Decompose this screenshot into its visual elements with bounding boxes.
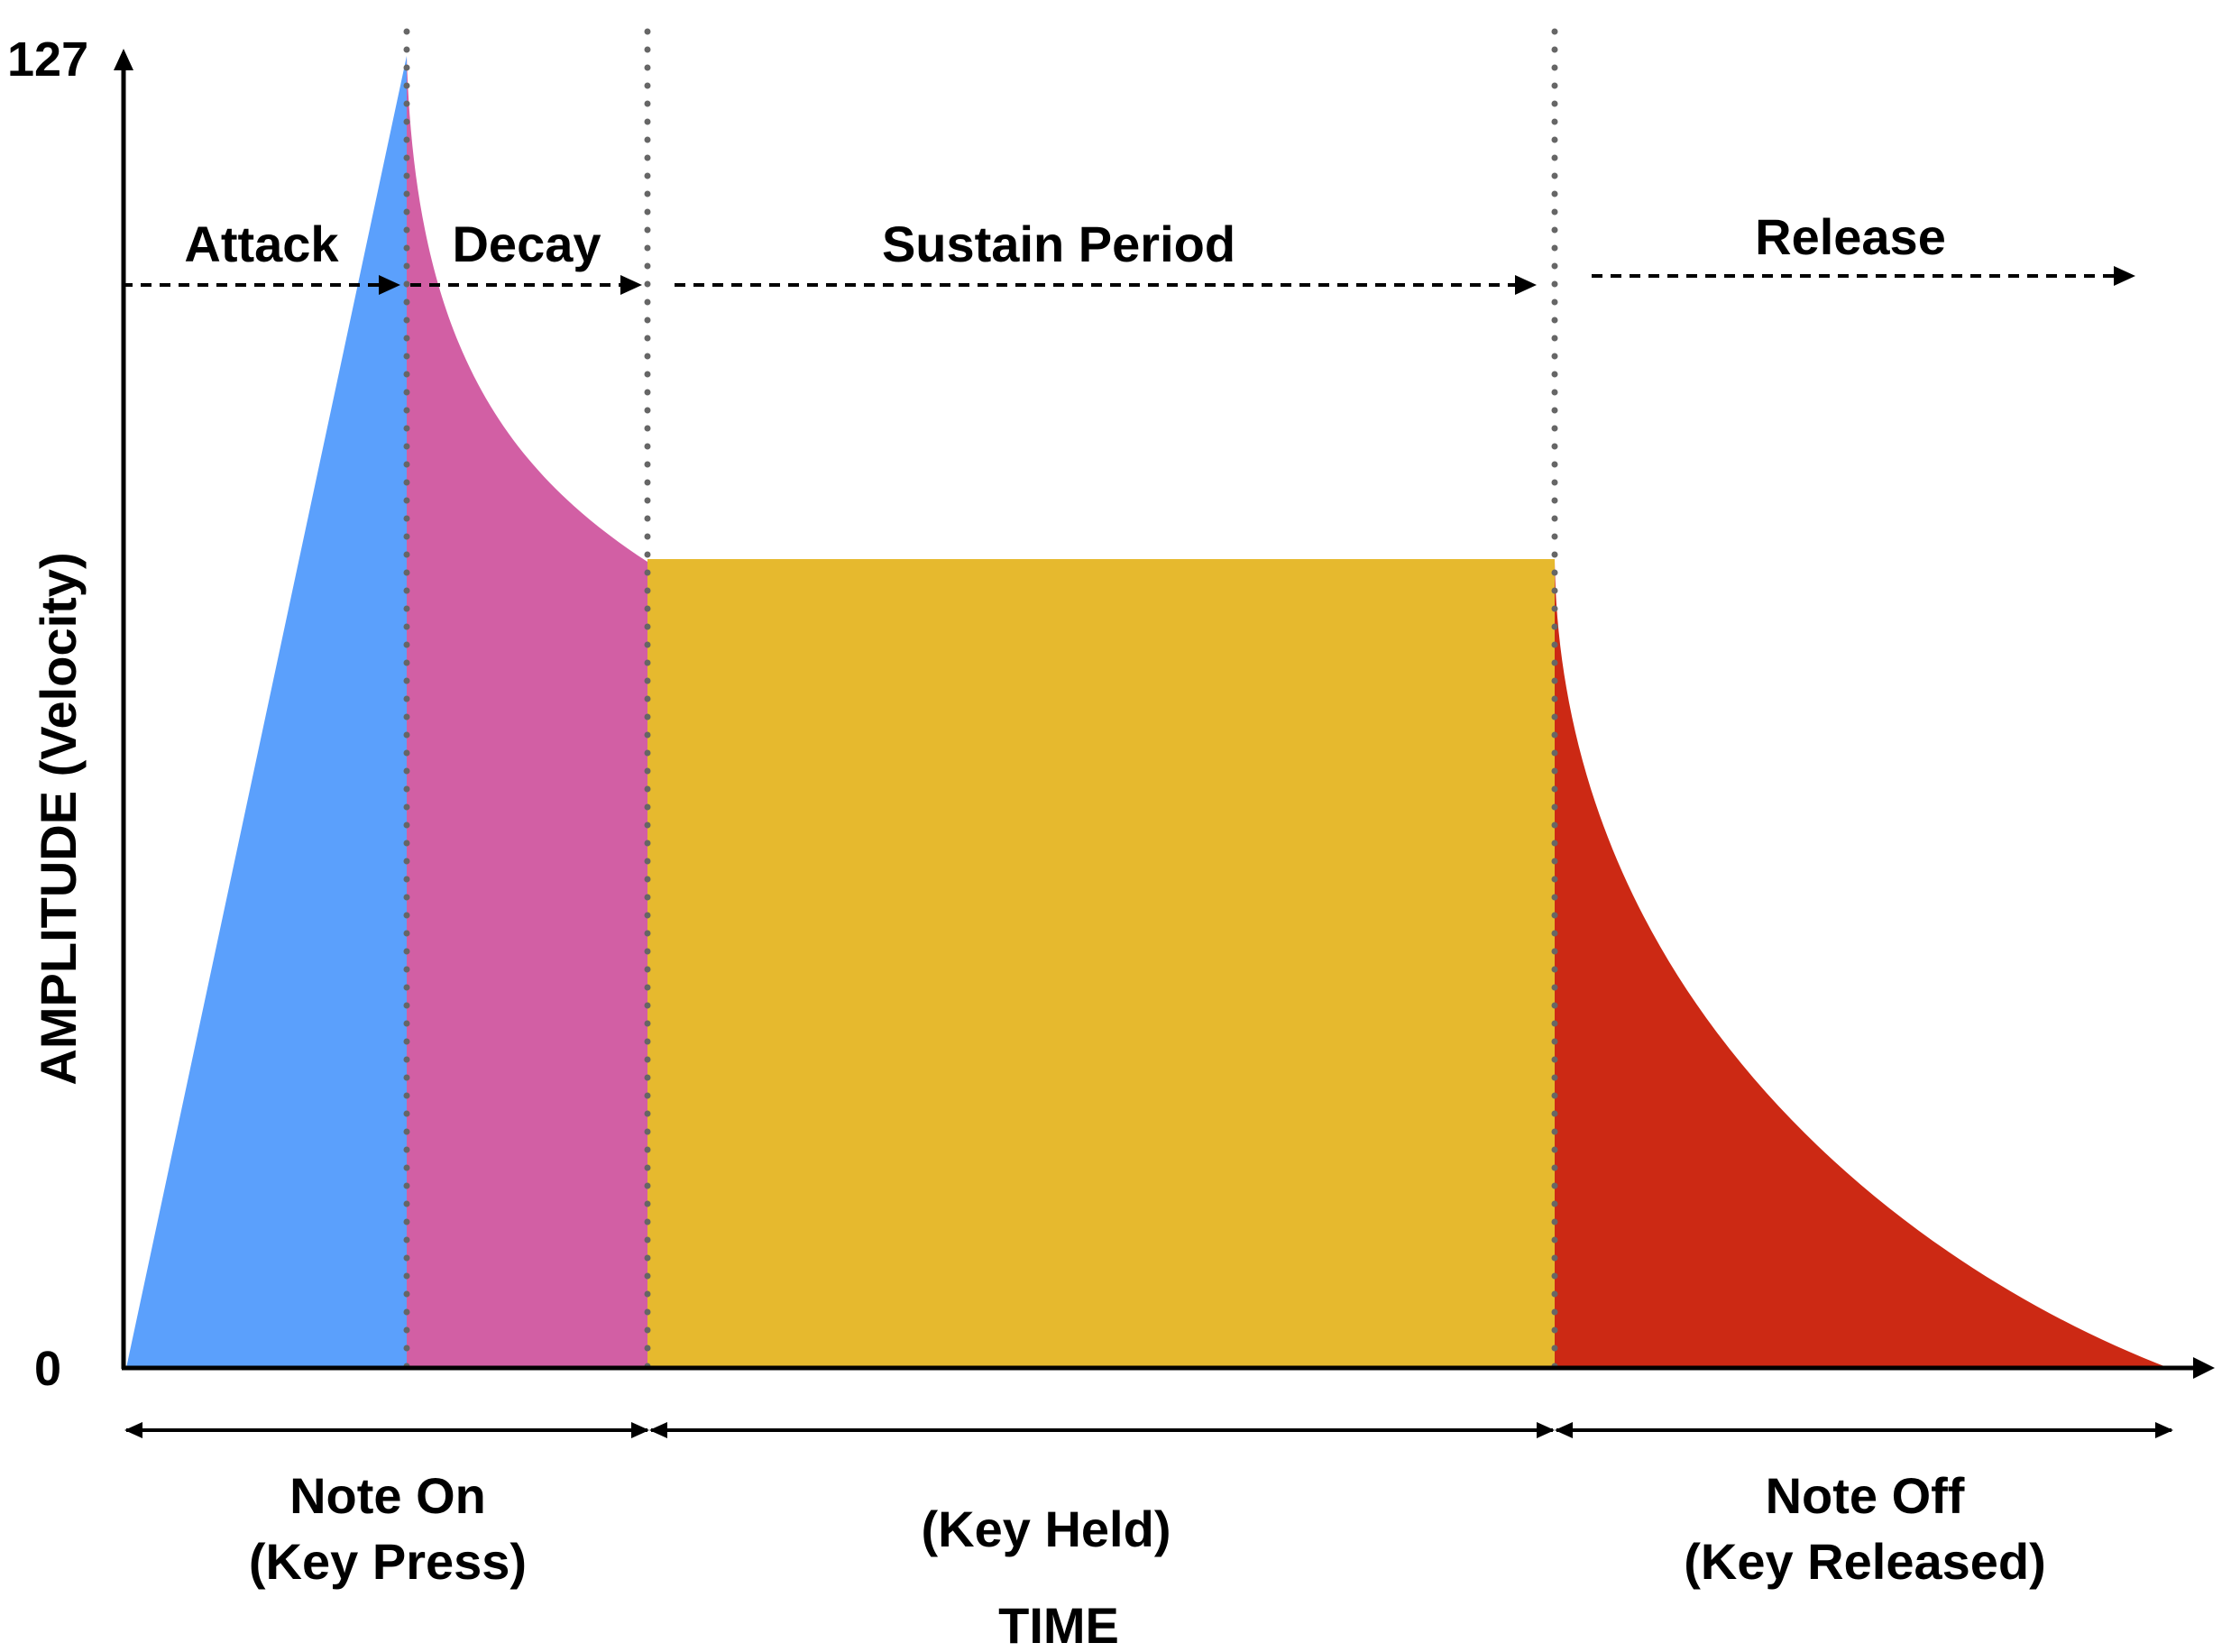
attack-region	[126, 56, 407, 1368]
y-min-label: 0	[34, 1342, 61, 1396]
release-label: Release	[1755, 208, 1946, 265]
release-arrowhead	[2114, 266, 2135, 286]
x-axis-arrow	[2193, 1357, 2215, 1379]
phase-arrowheads	[379, 266, 2135, 295]
x-axis-label: TIME	[998, 1597, 1119, 1652]
y-max-label: 127	[7, 32, 88, 87]
y-axis-label: AMPLITUDE (Velocity)	[30, 552, 87, 1085]
sustain-label: Sustain Period	[882, 216, 1235, 272]
decay-arrowhead	[620, 275, 642, 295]
note-on-label: Note On	[289, 1467, 486, 1524]
key-held-label: (Key Held)	[922, 1501, 1171, 1557]
attack-label: Attack	[184, 216, 339, 272]
key-press-label: (Key Press)	[249, 1533, 527, 1590]
key-released-label: (Key Released)	[1684, 1533, 2046, 1590]
y-axis-arrow	[114, 49, 133, 70]
attack-arrowhead	[379, 275, 400, 295]
decay-region	[407, 56, 647, 1368]
phase-boundaries	[403, 28, 1558, 1372]
phase-arrows	[122, 274, 2117, 287]
note-off-label: Note Off	[1766, 1467, 1965, 1524]
release-region	[1555, 559, 2169, 1368]
sustain-arrowhead	[1515, 275, 1537, 295]
decay-label: Decay	[452, 216, 601, 272]
sustain-region	[647, 559, 1555, 1368]
